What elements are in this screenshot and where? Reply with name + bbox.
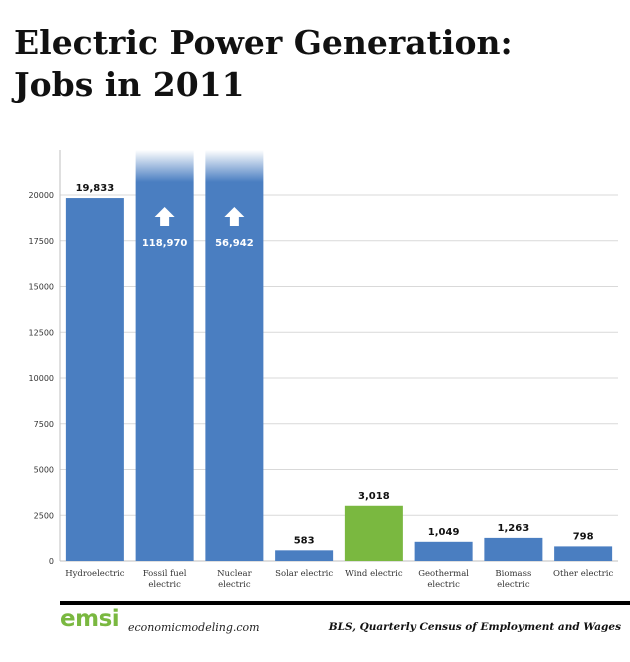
up-arrow-icon	[154, 207, 175, 226]
data-label: 1,049	[428, 527, 460, 538]
bar	[344, 505, 403, 561]
bar	[554, 546, 613, 561]
x-tick-label: electric	[148, 580, 181, 590]
x-tick-label: Solar electric	[275, 569, 333, 579]
x-tick-label: Nuclear	[217, 569, 252, 579]
chart-title-line-2: Jobs in 2011	[14, 65, 245, 104]
chart-title-line-1: Electric Power Generation:	[14, 23, 513, 62]
data-label: 583	[294, 535, 315, 546]
emsi-logo: emsi	[60, 606, 120, 632]
y-tick-label: 12500	[29, 328, 54, 337]
bar	[205, 182, 264, 561]
y-tick-label: 7500	[34, 420, 54, 429]
y-tick-label: 20000	[29, 191, 54, 200]
y-tick-label: 0	[49, 557, 54, 566]
bar	[414, 541, 473, 561]
chart-title: Electric Power Generation: Jobs in 2011	[14, 22, 513, 106]
bar-chart: 0 2500 5000 7500 10000 12500 15000 17500 20000 19…	[29, 150, 618, 590]
y-tick-label: 5000	[34, 466, 54, 475]
y-tick-label: 10000	[29, 374, 54, 383]
footer-rule	[60, 601, 630, 605]
x-tick-label: Biomass	[495, 569, 531, 579]
data-label: 3,018	[358, 491, 390, 502]
data-label: 56,942	[215, 238, 254, 249]
y-tick-label: 15000	[29, 283, 54, 292]
bar	[135, 182, 194, 561]
bar	[275, 550, 334, 561]
x-tick-label: Wind electric	[345, 569, 403, 579]
source-label: BLS, Quarterly Census of Employment and …	[328, 621, 621, 633]
website-label: economicmodeling.com	[128, 621, 260, 634]
up-arrow-icon	[224, 207, 245, 226]
x-tick-label: Fossil fuel	[143, 569, 187, 579]
y-tick-label: 2500	[34, 511, 54, 520]
data-label: 1,263	[498, 523, 530, 534]
bar-fade	[205, 150, 264, 182]
x-tick-label: Other electric	[553, 569, 613, 579]
bar-fade	[135, 150, 194, 182]
x-tick-label: Geothermal	[418, 569, 469, 579]
x-tick-label: electric	[218, 580, 251, 590]
x-tick-label: Hydroelectric	[65, 569, 125, 579]
data-label: 19,833	[76, 183, 115, 194]
y-tick-label: 17500	[29, 237, 54, 246]
data-label: 118,970	[142, 238, 188, 249]
x-tick-label: electric	[497, 580, 530, 590]
x-tick-label: electric	[427, 580, 460, 590]
bar	[484, 537, 543, 561]
data-label: 798	[573, 531, 594, 542]
bar	[65, 198, 124, 562]
